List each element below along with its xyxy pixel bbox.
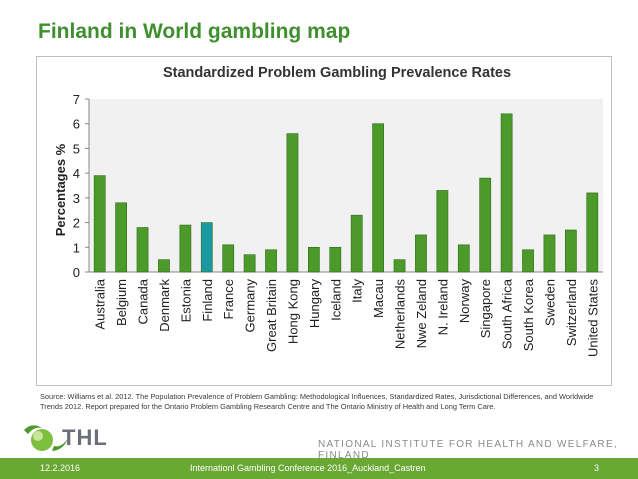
- bar-denmark: [158, 259, 170, 273]
- y-tick-label: 5: [73, 141, 80, 156]
- x-tick-label: Canada: [136, 278, 151, 324]
- chart-title: Standardized Problem Gambling Prevalence…: [163, 65, 511, 81]
- y-tick-label: 2: [73, 216, 80, 231]
- bar-singapore: [479, 177, 492, 273]
- bar-germany: [243, 254, 256, 273]
- x-tick-label: Norway: [457, 279, 472, 324]
- x-tick-label: Hong Kong: [285, 279, 300, 344]
- page-number: 3: [594, 463, 600, 473]
- y-tick-label: 3: [73, 191, 80, 206]
- bar-chart: Standardized Problem Gambling Prevalence…: [53, 65, 603, 357]
- x-tick-label: South Africa: [500, 278, 515, 349]
- x-tick-label: Australia: [93, 278, 108, 329]
- x-tick-label: Denmark: [157, 279, 172, 332]
- bar-iceland: [329, 246, 342, 273]
- x-tick-label: United States: [585, 279, 600, 358]
- y-tick-label: 1: [73, 240, 80, 255]
- bar-macau: [372, 123, 384, 273]
- x-tick-label: Belgium: [114, 279, 129, 326]
- bar-n-ireland: [436, 190, 449, 273]
- bar-norway: [457, 244, 470, 273]
- plot-area: 0 1 2 3 4 5 6 7 Australia Belgium Canada Denmark Est…: [73, 92, 603, 357]
- thl-logo-icon: [24, 425, 68, 451]
- footer-event: Internationl Gambling Conference 2016_Au…: [190, 463, 426, 473]
- bar-south-korea: [522, 249, 534, 273]
- footer-date: 12.2.2016: [40, 463, 81, 473]
- x-tick-label: France: [221, 279, 236, 319]
- x-tick-label: Singapore: [478, 279, 493, 338]
- y-tick-label: 7: [73, 92, 80, 107]
- x-tick-label: South Korea: [521, 278, 536, 351]
- bar-united-states: [586, 192, 599, 273]
- y-axis-label: Percentages %: [53, 143, 68, 236]
- plot-background: [89, 99, 603, 272]
- institute-name: NATIONAL INSTITUTE FOR HEALTH AND WELFAR…: [318, 439, 618, 461]
- x-tick-label: Switzerland: [564, 279, 579, 346]
- bar-estonia: [179, 224, 192, 273]
- x-tick-label: Macau: [371, 279, 386, 318]
- bar-france: [222, 244, 235, 273]
- logo-text: THL: [62, 425, 108, 450]
- x-tick-label: Nwe Zeland: [414, 279, 429, 348]
- slide-title: Finland in World gambling map: [38, 20, 351, 43]
- chart-frame: Standardized Problem Gambling Prevalence…: [36, 56, 612, 386]
- x-tick-label: Hungary: [307, 279, 322, 329]
- bar-australia: [93, 175, 106, 273]
- source-note: Source: Williams et al. 2012. The Popula…: [40, 392, 594, 411]
- x-tick-label: N. Ireland: [435, 279, 450, 335]
- bar-netherlands: [393, 259, 406, 273]
- x-tick-label: Sweden: [542, 279, 557, 326]
- x-tick-label: Finland: [200, 279, 215, 322]
- bar-italy: [350, 214, 363, 273]
- footer-bar: [0, 458, 638, 479]
- x-tick-label: Iceland: [328, 279, 343, 321]
- x-tick-label: Estonia: [178, 278, 193, 322]
- bar-hong-kong: [286, 133, 299, 273]
- bar-switzerland: [565, 229, 577, 273]
- bar-south-africa: [500, 113, 513, 273]
- bar-sweden: [543, 234, 556, 273]
- x-tick-label: Italy: [350, 279, 365, 303]
- bar-nwe-zeland: [415, 234, 427, 273]
- y-tick-label: 4: [73, 166, 80, 181]
- y-tick-label: 6: [73, 117, 80, 132]
- bar-finland: [200, 222, 213, 273]
- y-tick-label: 0: [73, 265, 80, 280]
- bar-canada: [136, 227, 149, 273]
- bar-hungary: [308, 246, 320, 273]
- x-tick-label: Netherlands: [393, 279, 408, 350]
- bar-great-britain: [265, 249, 277, 273]
- x-tick-label: Germany: [243, 279, 258, 333]
- x-tick-label: Great Britain: [264, 279, 279, 352]
- bar-belgium: [115, 202, 127, 273]
